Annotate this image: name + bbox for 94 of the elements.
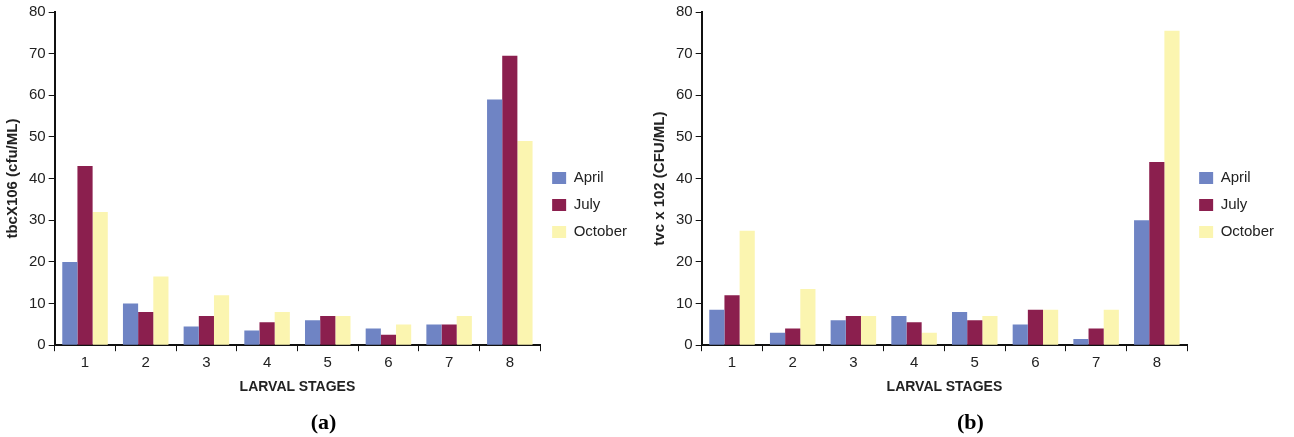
bar bbox=[502, 55, 518, 345]
bar bbox=[92, 211, 108, 345]
x-tick-label: 5 bbox=[323, 353, 332, 371]
bar bbox=[739, 230, 755, 345]
x-tick-label: 6 bbox=[1031, 353, 1040, 371]
bar bbox=[906, 322, 922, 345]
y-tick-label: 30 bbox=[29, 210, 46, 228]
x-tick-label: 5 bbox=[970, 353, 979, 371]
bar bbox=[274, 311, 290, 345]
bar bbox=[183, 326, 199, 345]
bar bbox=[982, 316, 998, 345]
x-tick-label: 8 bbox=[1152, 353, 1161, 371]
x-tick-label: 8 bbox=[505, 353, 514, 371]
y-tick-label: 20 bbox=[29, 252, 46, 270]
bar bbox=[259, 322, 275, 345]
bar bbox=[860, 316, 877, 345]
y-tick-label: 80 bbox=[29, 2, 46, 20]
bar bbox=[800, 288, 816, 345]
text: (b) bbox=[956, 409, 985, 435]
bar bbox=[1043, 309, 1059, 345]
bar bbox=[1103, 309, 1119, 345]
bar bbox=[769, 332, 786, 345]
y-tick-label: 60 bbox=[676, 85, 693, 103]
legend-label: October bbox=[573, 222, 627, 240]
x-tick-label: 7 bbox=[444, 353, 454, 371]
bar bbox=[830, 320, 846, 345]
bar bbox=[335, 316, 351, 345]
bar bbox=[1088, 328, 1104, 345]
bar bbox=[1012, 324, 1028, 345]
x-tick-label: 7 bbox=[1091, 353, 1101, 371]
x-tick-label: 4 bbox=[262, 353, 272, 371]
y-tick-label: 80 bbox=[676, 2, 693, 20]
x-tick-label: 1 bbox=[80, 353, 90, 371]
y-tick-label: 40 bbox=[676, 168, 693, 186]
bar bbox=[709, 309, 725, 345]
x-tick-label: 2 bbox=[141, 353, 150, 371]
x-tick-label: 3 bbox=[849, 353, 858, 371]
y-tick-label: 0 bbox=[684, 335, 693, 353]
y-tick-label: 0 bbox=[37, 335, 46, 353]
x-axis-title: LARVAL STAGES bbox=[239, 378, 356, 395]
bar bbox=[365, 328, 381, 345]
bar bbox=[517, 141, 533, 345]
legend-label: April bbox=[573, 168, 604, 186]
bar bbox=[845, 316, 861, 345]
bar bbox=[62, 261, 78, 345]
y-tick-label: 70 bbox=[676, 43, 693, 61]
bar bbox=[396, 324, 412, 345]
y-tick-label: 70 bbox=[29, 43, 46, 61]
bar bbox=[891, 316, 907, 345]
x-tick-label: 1 bbox=[727, 353, 737, 371]
bar bbox=[1027, 309, 1044, 345]
x-tick-label: 4 bbox=[909, 353, 919, 371]
bar bbox=[305, 320, 321, 345]
bar bbox=[952, 311, 968, 345]
bar bbox=[426, 324, 442, 345]
x-axis-title: LARVAL STAGES bbox=[886, 378, 1003, 395]
bar bbox=[456, 316, 472, 345]
bar bbox=[1073, 338, 1089, 345]
bar bbox=[921, 332, 937, 345]
y-tick-label: 50 bbox=[676, 127, 693, 145]
y-axis-title: tvc x 102 (CFU/ML) bbox=[650, 111, 668, 246]
x-tick-label: 3 bbox=[202, 353, 211, 371]
bar bbox=[487, 99, 503, 345]
bar bbox=[724, 295, 740, 345]
bar bbox=[153, 276, 169, 345]
y-tick-label: 50 bbox=[29, 127, 46, 145]
bar bbox=[122, 303, 139, 345]
legend-label: April bbox=[1220, 168, 1251, 186]
bar bbox=[785, 328, 801, 345]
x-tick-label: 6 bbox=[384, 353, 393, 371]
bar bbox=[138, 311, 154, 345]
bar bbox=[77, 166, 93, 345]
bar bbox=[198, 316, 214, 345]
bar bbox=[1149, 161, 1165, 345]
x-tick-label: 2 bbox=[788, 353, 797, 371]
bar bbox=[380, 334, 397, 345]
y-axis-title: tbcX106 (cfu/ML) bbox=[3, 118, 21, 239]
y-tick-label: 10 bbox=[676, 293, 693, 311]
bar bbox=[967, 320, 983, 345]
legend-label: July bbox=[1220, 195, 1248, 213]
y-tick-label: 30 bbox=[676, 210, 693, 228]
text: (a) bbox=[309, 409, 338, 435]
bar bbox=[320, 316, 336, 345]
y-tick-label: 40 bbox=[29, 168, 46, 186]
bar bbox=[213, 295, 230, 345]
legend-label: July bbox=[573, 195, 601, 213]
bar bbox=[244, 330, 260, 345]
legend-label: October bbox=[1220, 222, 1274, 240]
bar bbox=[1164, 30, 1180, 345]
y-tick-label: 20 bbox=[676, 252, 693, 270]
bar bbox=[441, 324, 457, 345]
bar bbox=[1134, 220, 1150, 345]
y-tick-label: 60 bbox=[29, 85, 46, 103]
y-tick-label: 10 bbox=[29, 293, 46, 311]
